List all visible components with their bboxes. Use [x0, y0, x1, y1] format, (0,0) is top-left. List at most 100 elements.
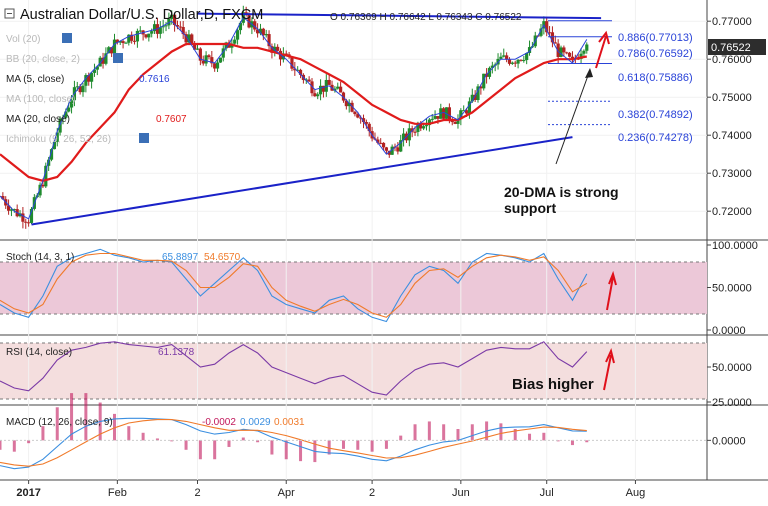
ma100-label[interactable]: MA (100, close) [6, 94, 75, 105]
candle-body [550, 32, 555, 43]
candle-body [427, 119, 431, 126]
candle-body [545, 21, 549, 33]
candle-body [170, 14, 174, 19]
stoch-band [0, 262, 707, 314]
macd-histogram-bar [170, 440, 174, 442]
candle-body [104, 53, 108, 64]
rsi-value: 61.1378 [158, 347, 195, 358]
candle-body [499, 56, 503, 59]
macd-histogram-bar [27, 440, 31, 444]
bb-label[interactable]: BB (20, close, 2) [6, 54, 80, 65]
stoch-label[interactable]: Stoch (14, 3, 1) [6, 252, 74, 263]
candle-body [341, 92, 346, 101]
candle-body [442, 108, 446, 119]
macd-label[interactable]: MACD (12, 26, close, 9) [6, 417, 113, 428]
candle-body [207, 55, 211, 58]
candle-body [130, 34, 134, 41]
candle-body [238, 22, 243, 31]
candle-body [224, 42, 228, 49]
macd-histogram-bar [12, 440, 16, 452]
candle-body [6, 205, 11, 211]
candle-body [321, 85, 326, 92]
candle-body [233, 39, 237, 44]
candle-body [359, 117, 363, 119]
candle-body [296, 69, 300, 71]
candle-body [390, 146, 394, 155]
candle-body [147, 33, 151, 38]
candle-body [89, 72, 94, 82]
macd-histogram-bar [356, 440, 360, 450]
candle-body [462, 110, 466, 112]
vol-label[interactable]: Vol (20) [6, 34, 40, 45]
macd-histogram-bar [556, 440, 560, 442]
ma20-label[interactable]: MA (20, close) [6, 114, 70, 125]
candle-body [158, 27, 162, 34]
vol-settings-icon[interactable] [62, 33, 72, 43]
candle-body [502, 55, 506, 57]
stoch-k-value: 65.8897 [162, 252, 199, 263]
rsi-up-arrow [603, 347, 615, 391]
header: Australian Dollar/U.S. Dollar,D, FXCM O … [4, 7, 522, 23]
ichimoku-label[interactable]: Ichimoku (9, 26, 52, 26) [6, 134, 111, 145]
candle-body [430, 118, 434, 120]
signal-line [0, 419, 587, 467]
candle-body [98, 57, 102, 67]
candle-body [132, 40, 137, 42]
macd-line [0, 417, 587, 470]
candle-body [198, 48, 202, 61]
candle-body [52, 141, 56, 150]
candle-body [258, 28, 263, 34]
macd-histogram-bar [341, 440, 345, 449]
chart-title: Australian Dollar/U.S. Dollar,D, FXCM [20, 7, 263, 23]
stoch-tick-label: 50.0000 [712, 283, 752, 295]
candle-body [115, 39, 119, 43]
support-trendline [31, 136, 573, 226]
candle-body [92, 69, 97, 73]
time-tick-label: 2 [194, 487, 200, 499]
candle-body [582, 50, 586, 54]
macd-histogram-bar [184, 440, 188, 450]
bias-annotation: Bias higher [512, 376, 594, 393]
candle-body [479, 86, 483, 89]
rsi-label[interactable]: RSI (14, close) [6, 347, 72, 358]
indicator-legend: Vol (20) BB (20, close, 2) MA (5, close)… [6, 33, 187, 145]
bb-settings-icon[interactable] [113, 53, 123, 63]
candle-body [107, 47, 111, 54]
candle-body [27, 222, 31, 224]
macd-histogram-bar [284, 440, 288, 460]
candle-body [270, 46, 274, 53]
candle-body [213, 63, 217, 69]
candle-body [453, 122, 457, 124]
red-arrows [595, 30, 617, 391]
macd-histogram-bar [570, 440, 574, 446]
candle-body [416, 124, 420, 132]
time-tick-label: 2 [369, 487, 375, 499]
macd-histogram-bar [499, 423, 503, 441]
candle-body [121, 41, 125, 44]
macd-histogram-bar [528, 433, 532, 441]
candle-body [138, 30, 142, 32]
candle-body [539, 28, 543, 36]
candle-body [399, 140, 403, 152]
price-tick-label: 0.74000 [712, 130, 752, 142]
candle-body [187, 34, 191, 43]
candle-body [547, 32, 552, 34]
candle-body [178, 26, 182, 28]
candle-body [307, 79, 311, 82]
candle-body [78, 86, 82, 93]
candle-body [507, 59, 512, 64]
candle-body [47, 159, 51, 166]
candle-body [24, 221, 28, 223]
price-tick-label: 0.76000 [712, 54, 752, 66]
candle-body [38, 184, 42, 196]
candle-body [150, 31, 154, 34]
macd-histogram-bar [585, 440, 589, 443]
ma5-label[interactable]: MA (5, close) [6, 74, 64, 85]
macd-histogram-bar [399, 435, 403, 441]
candle-body [293, 68, 297, 71]
ichimoku-settings-icon[interactable] [139, 133, 149, 143]
candle-body [447, 107, 451, 120]
candle-body [247, 13, 251, 28]
